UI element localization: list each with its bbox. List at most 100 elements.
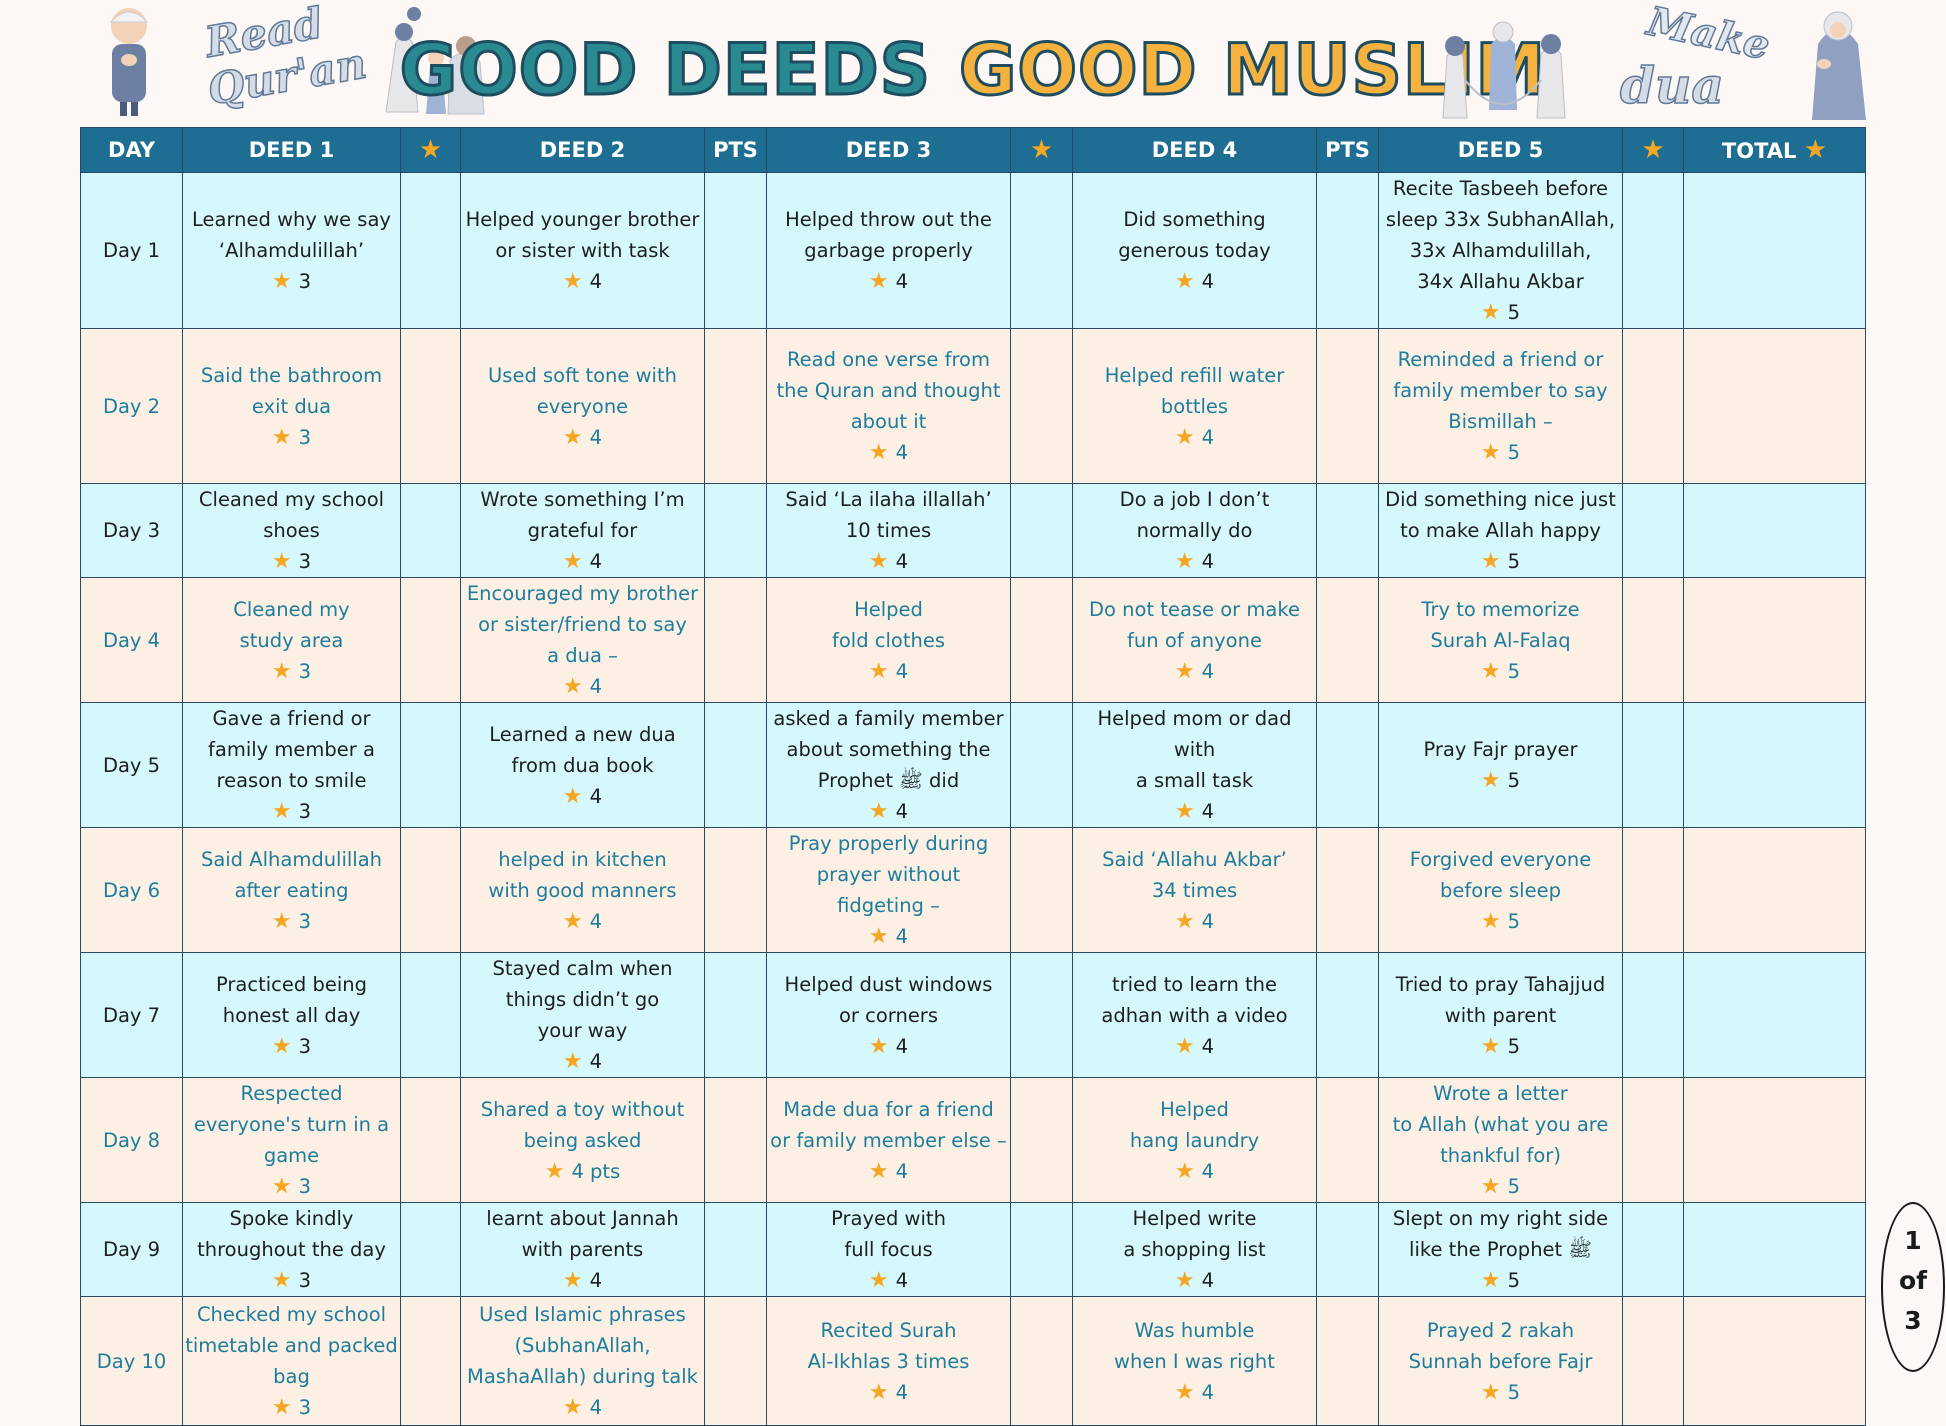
deed-points: 3 [272,1175,311,1198]
score-cell[interactable] [1010,702,1073,828]
score-cell[interactable] [704,483,767,578]
row-total-cell[interactable] [1683,827,1866,953]
star-icon: ★ [1803,135,1828,165]
row-total-cell[interactable] [1683,577,1866,703]
score-cell[interactable] [1316,702,1379,828]
row-total-cell[interactable] [1683,172,1866,329]
table-row: Day 3 Cleaned my school shoes 3 Wrote somet… [80,483,1866,578]
deed-text: Learned why we say ‘Alhamdulillah’ [192,208,391,262]
score-cell[interactable] [704,827,767,953]
deed-points: 4 [869,1381,908,1404]
score-cell[interactable] [1010,952,1073,1078]
deed-points: 5 [1481,660,1520,683]
deed-text: Helped younger brother or sister with ta… [465,208,700,262]
score-cell[interactable] [1316,1202,1379,1297]
deed-points: 3 [272,660,311,683]
score-cell[interactable] [1316,827,1379,953]
row-total-cell[interactable] [1683,1077,1866,1203]
score-cell[interactable] [704,1202,767,1297]
score-cell[interactable] [400,172,461,329]
score-cell[interactable] [400,328,461,484]
deed-cell: learnt about Jannah with parents 4 [460,1202,705,1297]
deed-points: 3 [272,426,311,449]
deed-points: 4 [1175,1035,1214,1058]
deed-text: Try to memorize Surah Al-Falaq [1421,597,1580,652]
score-cell[interactable] [1316,952,1379,1078]
score-cell[interactable] [1316,328,1379,484]
col-pts-header: PTS [704,127,767,173]
row-total-cell[interactable] [1683,702,1866,828]
deed-points: 4 [1175,426,1214,449]
score-cell[interactable] [1010,1077,1073,1203]
score-cell[interactable] [704,328,767,484]
total-cell[interactable] [1622,172,1684,329]
deed-text: Used soft tone with everyone [488,363,677,418]
score-cell[interactable] [1010,483,1073,578]
total-cell[interactable] [1622,1202,1684,1297]
deed-points: 4 [869,1269,908,1292]
total-cell[interactable] [1622,483,1684,578]
deed-cell: Encouraged my brother or sister/friend t… [460,577,705,703]
score-cell[interactable] [1316,172,1379,329]
score-cell[interactable] [1010,328,1073,484]
row-total-cell[interactable] [1683,1202,1866,1297]
deed-text: Helped fold clothes [831,597,946,652]
deed-text: Prayed 2 rakah Sunnah before Fajr [1408,1318,1593,1373]
deed-points: 4 [1175,910,1214,933]
score-cell[interactable] [1010,1202,1073,1297]
score-cell[interactable] [704,1077,767,1203]
deed-cell: Stayed calm when things didn’t go your w… [460,952,705,1078]
score-cell[interactable] [1316,483,1379,578]
row-total-cell[interactable] [1683,1296,1866,1426]
deed-cell: Gave a friend or family member a reason … [182,702,401,828]
total-cell[interactable] [1622,328,1684,484]
page-number-badge: 1 of 3 [1881,1202,1945,1372]
total-cell[interactable] [1622,577,1684,703]
deed-points: 4 [563,910,602,933]
total-cell[interactable] [1622,952,1684,1078]
deed-cell: Tried to pray Tahajjud with parent 5 [1378,952,1623,1078]
deed-cell: Try to memorize Surah Al-Falaq 5 [1378,577,1623,703]
score-cell[interactable] [1010,577,1073,703]
deed-text: Slept on my right side like the Prophet … [1392,1207,1609,1261]
star-icon: ★ [418,135,443,165]
score-cell[interactable] [1316,1296,1379,1426]
score-cell[interactable] [400,1202,461,1297]
score-cell[interactable] [400,1077,461,1203]
score-cell[interactable] [1316,1077,1379,1203]
total-cell[interactable] [1622,1296,1684,1426]
score-cell[interactable] [1010,1296,1073,1426]
deed-cell: Learned why we say ‘Alhamdulillah’ 3 [182,172,401,329]
score-cell[interactable] [704,1296,767,1426]
deed-text: Shared a toy without being asked [480,1097,685,1152]
total-cell[interactable] [1622,1077,1684,1203]
score-cell[interactable] [400,577,461,703]
deed-points: 3 [272,270,311,293]
score-cell[interactable] [1316,577,1379,703]
family-playing-illustration-icon [385,7,485,115]
score-cell[interactable] [704,172,767,329]
score-cell[interactable] [400,827,461,953]
total-cell[interactable] [1622,702,1684,828]
deed-cell: Read one verse from the Quran and though… [766,328,1011,484]
score-cell[interactable] [400,483,461,578]
deed-points: 4 [1175,1160,1214,1183]
row-total-cell[interactable] [1683,483,1866,578]
score-cell[interactable] [400,952,461,1078]
score-cell[interactable] [400,702,461,828]
score-cell[interactable] [1010,172,1073,329]
score-cell[interactable] [400,1296,461,1426]
deed-text: Helped refill water bottles [1104,363,1285,418]
deed-cell: Used Islamic phrases (SubhanAllah, Masha… [460,1296,705,1426]
day-cell: Day 4 [80,577,183,703]
score-cell[interactable] [1010,827,1073,953]
deed-points: 4 [563,1269,602,1292]
deed-points: 4 pts [545,1160,621,1183]
row-total-cell[interactable] [1683,328,1866,484]
day-cell: Day 6 [80,827,183,953]
score-cell[interactable] [704,952,767,1078]
score-cell[interactable] [704,577,767,703]
score-cell[interactable] [704,702,767,828]
total-cell[interactable] [1622,827,1684,953]
row-total-cell[interactable] [1683,952,1866,1078]
